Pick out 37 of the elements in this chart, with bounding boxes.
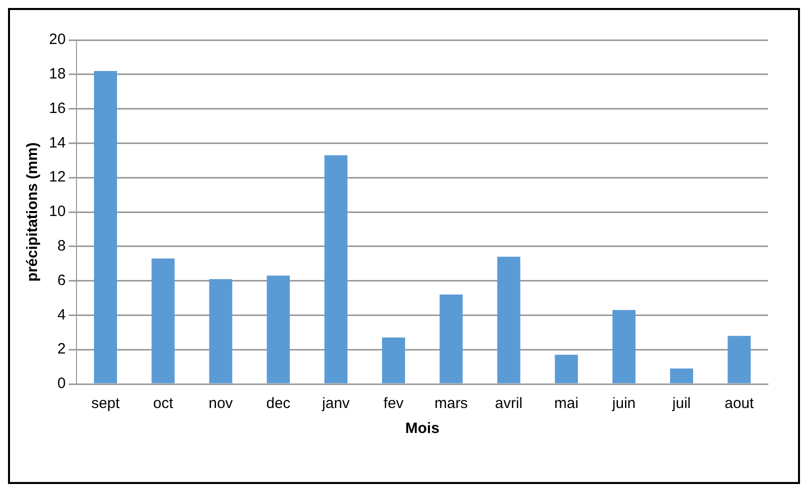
- bar: [209, 279, 232, 384]
- bar: [152, 258, 175, 384]
- bar: [266, 276, 290, 384]
- x-tick-label: nov: [208, 395, 234, 412]
- y-tick-label: 16: [48, 100, 66, 117]
- bar: [554, 354, 578, 384]
- y-tick-label: 10: [48, 203, 66, 220]
- bar: [324, 155, 348, 384]
- y-tick-label: 6: [57, 272, 66, 289]
- y-tick-label: 0: [57, 375, 66, 392]
- x-tick-label: juin: [611, 395, 636, 412]
- y-tick-label: 8: [57, 238, 66, 255]
- x-tick-label: aout: [724, 395, 755, 412]
- bar: [728, 336, 751, 384]
- bar: [440, 294, 463, 384]
- x-tick-label: mars: [434, 395, 468, 412]
- y-axis-title: précipitations (mm): [24, 142, 42, 282]
- y-tick-label: 2: [57, 340, 66, 358]
- x-tick-label: dec: [266, 395, 291, 412]
- y-tick-label: 18: [48, 66, 66, 83]
- x-tick-label: sept: [91, 395, 120, 412]
- x-tick-label: janv: [321, 395, 350, 412]
- y-tick-label: 14: [48, 134, 66, 152]
- bar: [670, 368, 694, 384]
- x-tick-label: juil: [671, 395, 691, 412]
- bar: [612, 310, 636, 384]
- bar: [497, 256, 520, 384]
- x-tick-label: mai: [554, 395, 578, 412]
- x-tick-label: oct: [153, 395, 174, 412]
- y-tick-label: 4: [57, 306, 66, 324]
- bar: [94, 70, 118, 384]
- y-tick-label: 20: [48, 31, 66, 48]
- x-tick-label: avril: [495, 395, 523, 412]
- x-tick-label: fev: [384, 395, 404, 412]
- bar: [382, 338, 406, 384]
- x-axis-title: Mois: [405, 420, 440, 438]
- y-tick-label: 12: [48, 168, 66, 186]
